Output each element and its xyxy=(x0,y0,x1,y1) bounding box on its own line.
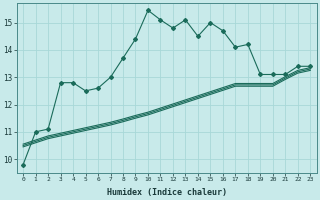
X-axis label: Humidex (Indice chaleur): Humidex (Indice chaleur) xyxy=(107,188,227,197)
